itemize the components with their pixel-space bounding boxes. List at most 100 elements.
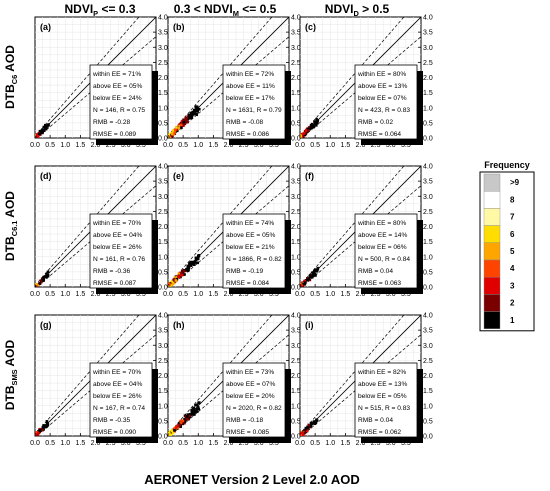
scatter-point [184,121,187,124]
colorbar-label: 1 [510,316,515,325]
x-tick-label: 2.0 [91,291,101,298]
x-tick-label: 3.0 [386,291,396,298]
scatter-point [303,431,307,435]
colorbar-swatch [483,225,501,244]
scatter-point [300,431,304,435]
stats-box [89,64,153,140]
x-tick-label: 2.0 [91,440,101,447]
scatter-point [300,285,302,287]
scatter-point [182,120,186,124]
x-tick-label: 3.0 [121,291,131,298]
scatter-point [191,261,194,265]
scatter-point [187,417,191,421]
x-tick-label: 1.0 [325,440,335,447]
stats-line: N = 1866, R = 0.82 [226,256,282,263]
scatter-point [38,428,42,432]
x-tick-label: 3.5 [401,142,411,149]
scatter-point [300,432,302,436]
scatter-point [302,132,306,135]
stats-line: below EE = 20% [226,393,275,400]
x-tick-label: 1.5 [76,291,86,298]
scatter-point [188,413,192,416]
x-tick-label: 2.5 [371,440,381,447]
scatter-point [300,283,302,287]
scatter-point [186,120,189,124]
scatter-point [195,410,198,413]
x-tick-label: 1.0 [60,440,70,447]
x-tick-label: 3.0 [254,291,264,298]
x-tick-label: 3.5 [136,440,146,447]
x-tick-label: 0.5 [178,440,188,447]
scatter-point [312,272,316,276]
y-tick-label: 3.0 [423,343,433,350]
colorbar-label: 7 [510,213,515,222]
scatter-point [190,412,194,416]
scatter-point [192,108,196,112]
colorbar-swatch [483,173,501,192]
stats-line: above EE = 04% [93,381,142,388]
scatter-point [42,424,45,427]
scatter-point [41,428,44,432]
y-tick-label: 1.5 [158,239,168,246]
y-tick-label: 1.5 [291,90,301,97]
x-tick-label: 2.0 [224,142,234,149]
panel: 0.0 0.5 1.0 1.5 2.0 2.5 3.0 3.5 0.0 0.5 1.0 1.5 2.0 2… [163,164,301,299]
x-tick-label: 1.0 [325,142,335,149]
x-tick-label: 2.5 [371,142,381,149]
scatter-point [316,121,319,125]
stats-box [354,213,418,289]
scatter-point [170,134,174,138]
scatter-point [304,427,308,431]
scatter-point [189,264,193,267]
stats-line: above EE = 13% [358,83,407,90]
stats-line: below EE = 05% [358,393,407,400]
x-tick-label: 3.0 [121,142,131,149]
stats-line: within EE = 73% [225,369,274,376]
y-tick-label: 4.0 [158,313,168,320]
panel: 0.0 0.5 1.0 1.5 2.0 2.5 3.0 3.5 0.0 0.5 1.0 1.5 2.0 2… [30,15,168,150]
y-tick-label: 1.0 [158,254,168,261]
x-tick-label: 0.5 [45,291,55,298]
colorbar-label: 5 [510,247,515,256]
ee-lower-line [36,334,156,436]
scatter-point [38,282,42,285]
x-tick-label: 2.5 [239,142,249,149]
scatter-point [195,256,199,260]
scatter-point [314,274,317,277]
scatter-point [41,427,45,430]
x-tick-label: 1.5 [341,142,351,149]
scatter-point [306,277,309,280]
column-title: NDVIP <= 0.3 [64,2,135,18]
stats-line: above EE = 14% [358,232,407,239]
colorbar-swatch [483,242,501,261]
scatter-point [175,277,179,281]
scatter-point [171,280,175,284]
stats-line: RMB = 0.02 [358,119,393,126]
scatter-point [197,254,201,257]
row-label-group: DTBC6 AOD [3,45,19,109]
x-tick-label: 0.5 [178,291,188,298]
x-tick-label: 1.5 [76,142,86,149]
y-tick-label: 1.5 [423,388,433,395]
y-tick-label: 4.0 [291,313,301,320]
x-tick-label: 0.0 [163,291,173,298]
y-tick-label: 3.5 [423,179,433,186]
y-tick-label: 0.0 [423,434,433,441]
scatter-point [192,113,195,116]
y-tick-label: 1.0 [291,403,301,410]
x-tick-label: 1.5 [76,440,86,447]
colorbar-label: 4 [510,264,515,273]
scatter-point [177,272,181,276]
x-tick-label: 3.0 [254,142,264,149]
stats-line: within EE = 71% [92,71,141,78]
y-tick-label: 3.5 [158,328,168,335]
stats-line: N = 2020, R = 0.82 [226,405,282,412]
scatter-point [174,279,178,282]
stats-line: RMB = 0.04 [358,417,393,424]
stats-line: N = 146, R = 0.75 [93,107,145,114]
scatter-point [168,434,170,436]
x-tick-label: 2.5 [239,440,249,447]
row-label-group: DTBC6.1 AOD [3,191,19,261]
scatter-point [180,123,183,127]
stats-line: RMSE = 0.085 [226,429,269,436]
